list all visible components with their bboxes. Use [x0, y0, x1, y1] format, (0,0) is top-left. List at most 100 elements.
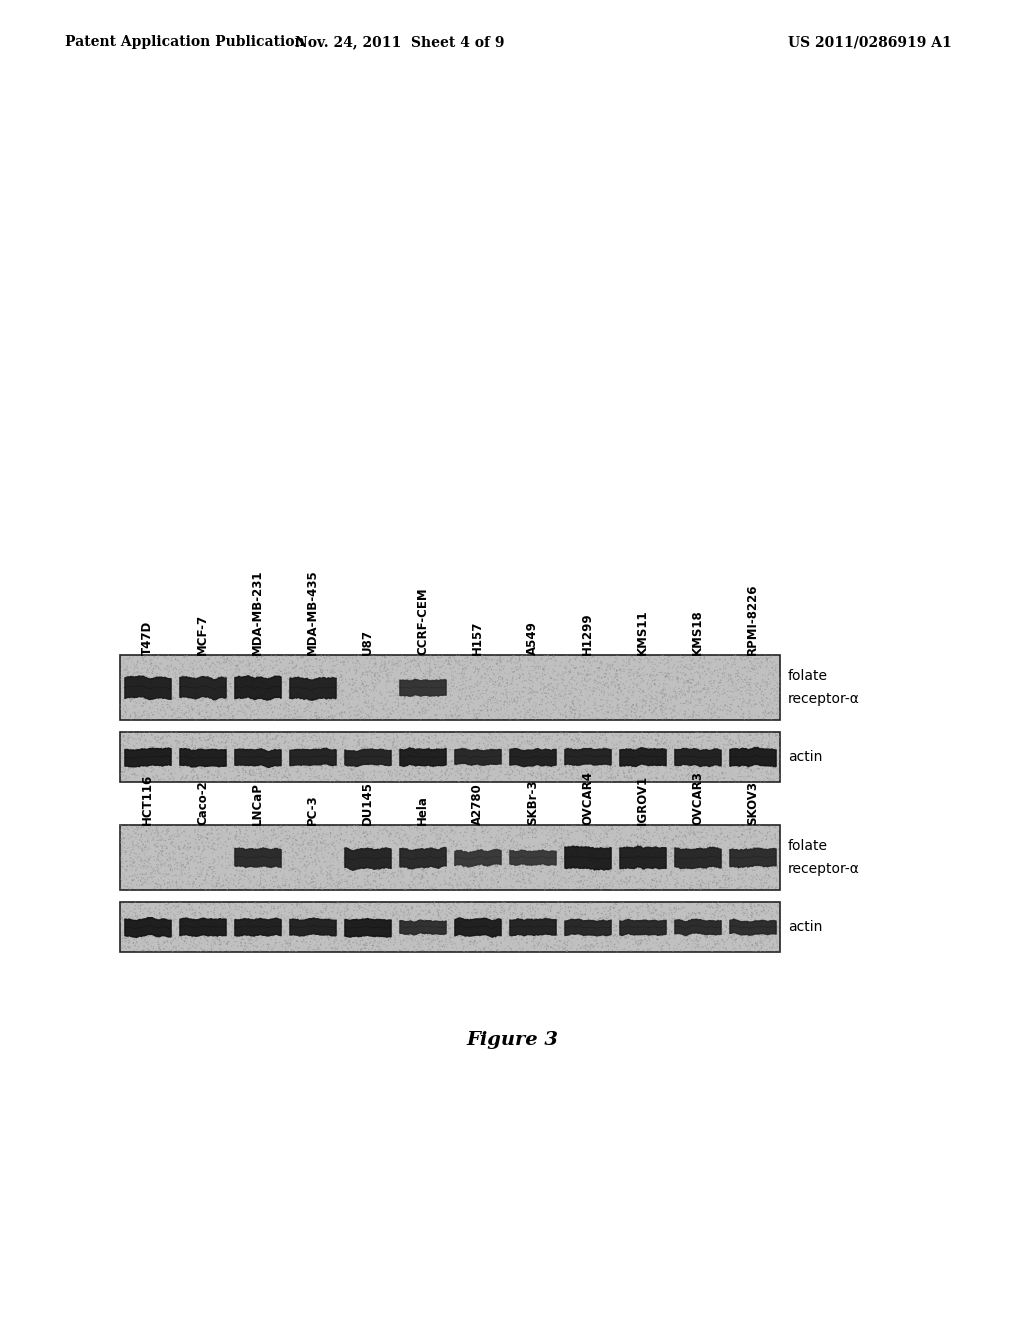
Point	[361, 814, 378, 836]
Point	[184, 685, 201, 706]
Point	[438, 858, 455, 879]
Point	[514, 709, 530, 730]
Point	[531, 756, 548, 777]
Point	[450, 892, 466, 913]
Point	[308, 917, 325, 939]
Point	[171, 737, 187, 758]
Point	[186, 871, 203, 892]
Point	[618, 834, 635, 855]
Point	[726, 677, 742, 698]
Point	[378, 816, 394, 837]
Point	[657, 843, 674, 865]
Point	[484, 892, 501, 913]
Point	[707, 833, 723, 854]
Point	[435, 855, 452, 876]
Point	[522, 822, 539, 843]
Point	[321, 750, 337, 771]
Point	[404, 822, 421, 843]
Point	[319, 675, 336, 696]
Point	[758, 928, 774, 949]
Point	[211, 665, 227, 686]
Point	[383, 770, 399, 791]
Point	[264, 859, 281, 880]
Point	[618, 754, 635, 775]
Point	[427, 862, 443, 883]
Point	[489, 748, 506, 770]
Point	[680, 672, 696, 693]
Point	[706, 904, 722, 925]
Point	[438, 898, 455, 919]
Point	[754, 681, 770, 702]
Point	[418, 700, 434, 721]
Point	[223, 911, 240, 932]
Point	[709, 678, 725, 700]
Point	[572, 651, 589, 672]
Point	[540, 850, 556, 871]
Point	[560, 896, 577, 917]
Point	[437, 935, 454, 956]
Point	[206, 726, 222, 747]
Point	[169, 747, 185, 768]
Point	[142, 846, 159, 867]
Point	[422, 737, 438, 758]
Point	[664, 911, 680, 932]
Point	[225, 672, 242, 693]
Point	[286, 706, 302, 727]
Point	[169, 671, 185, 692]
Point	[375, 854, 391, 875]
Point	[659, 663, 676, 684]
Point	[500, 697, 516, 718]
Point	[314, 726, 331, 747]
Point	[226, 826, 243, 847]
Point	[485, 870, 502, 891]
Point	[631, 858, 647, 879]
Point	[292, 862, 308, 883]
Point	[184, 653, 201, 675]
Point	[195, 841, 211, 862]
Point	[510, 912, 526, 933]
Point	[379, 851, 395, 873]
Point	[297, 660, 313, 681]
Point	[565, 690, 582, 711]
Point	[618, 921, 635, 942]
Point	[408, 862, 424, 883]
Point	[373, 900, 389, 921]
Point	[552, 895, 568, 916]
Point	[119, 892, 135, 913]
Point	[723, 867, 739, 888]
Point	[633, 933, 649, 954]
Point	[618, 694, 635, 715]
Point	[615, 853, 632, 874]
Point	[403, 851, 420, 873]
Point	[538, 763, 554, 784]
Point	[710, 917, 726, 939]
Point	[238, 861, 254, 882]
Point	[368, 916, 384, 937]
Point	[732, 892, 749, 913]
Point	[450, 874, 466, 895]
Point	[430, 755, 446, 776]
Point	[748, 853, 764, 874]
Point	[740, 750, 757, 771]
Point	[234, 651, 251, 672]
Point	[621, 663, 637, 684]
Point	[263, 895, 280, 916]
Point	[297, 829, 313, 850]
Point	[691, 829, 708, 850]
Point	[453, 857, 469, 878]
Point	[757, 941, 773, 962]
Point	[158, 673, 174, 694]
Point	[417, 919, 433, 940]
Point	[270, 673, 287, 694]
Point	[190, 746, 207, 767]
Point	[342, 927, 358, 948]
Point	[593, 855, 609, 876]
Point	[640, 759, 656, 780]
Point	[711, 735, 727, 756]
Point	[158, 657, 174, 678]
Point	[504, 668, 520, 689]
Point	[234, 911, 251, 932]
Point	[698, 822, 715, 843]
Point	[558, 733, 574, 754]
Point	[398, 927, 415, 948]
